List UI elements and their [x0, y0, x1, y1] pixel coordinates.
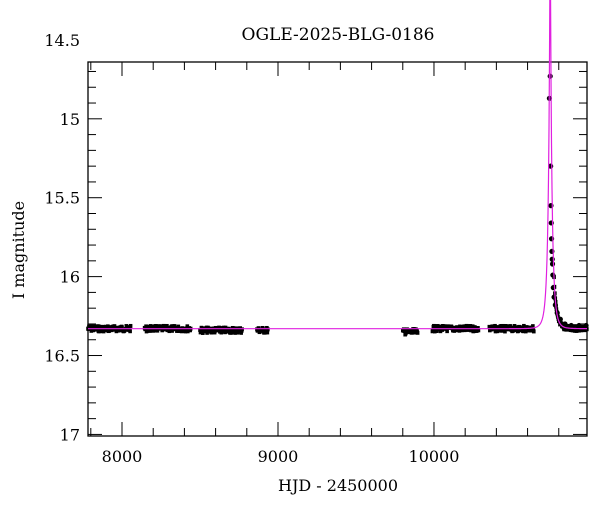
data-point	[476, 328, 481, 333]
x-axis-ticks: 8000 9000 10000	[90, 62, 560, 466]
data-point	[154, 324, 158, 329]
data-point	[445, 329, 449, 334]
data-point	[476, 326, 480, 331]
data-point	[185, 324, 190, 329]
event-data-point	[550, 272, 556, 278]
data-point	[101, 329, 106, 334]
data-point	[98, 329, 103, 334]
data-point	[532, 329, 536, 334]
data-point	[176, 324, 181, 329]
data-point	[205, 330, 209, 335]
data-point	[472, 329, 476, 334]
data-point	[527, 325, 532, 330]
y-tick-label: 15.5	[44, 189, 80, 208]
event-data-point	[583, 322, 589, 329]
data-point	[466, 324, 471, 329]
x-tick-label: 8000	[102, 447, 143, 466]
data-point	[144, 324, 148, 329]
event-data-point	[551, 294, 557, 300]
data-points	[86, 73, 589, 337]
data-point	[114, 329, 119, 334]
data-point	[499, 324, 503, 329]
plot-border	[87, 61, 588, 437]
plot-frame	[87, 61, 588, 437]
data-point	[470, 324, 475, 329]
data-point	[165, 323, 169, 328]
data-point	[468, 324, 473, 329]
y-tick-label: 15	[60, 110, 80, 129]
data-point	[266, 327, 270, 332]
x-tick-label: 9000	[258, 447, 299, 466]
data-point	[112, 324, 117, 329]
data-point	[104, 328, 109, 333]
data-point	[233, 330, 237, 335]
data-point	[518, 328, 523, 333]
event-data-point	[576, 322, 582, 329]
data-point	[521, 329, 526, 334]
y-tick-label: 16.5	[44, 347, 80, 366]
data-point	[116, 328, 121, 333]
data-point	[415, 330, 420, 335]
y-tick-label: 16	[60, 268, 80, 287]
data-point	[508, 324, 512, 329]
event-data-point	[547, 73, 553, 79]
model-curve	[88, 0, 587, 330]
event-data-point	[549, 261, 556, 267]
data-point	[240, 327, 244, 332]
data-point	[128, 329, 132, 334]
data-point	[457, 328, 462, 333]
chart-title: OGLE-2025-BLG-0186	[242, 25, 435, 45]
data-point	[120, 325, 124, 330]
data-point	[170, 328, 174, 333]
x-axis-label: HJD - 2450000	[278, 476, 398, 495]
model-line	[88, 0, 587, 330]
data-point	[531, 324, 535, 329]
y-axis-ticks: 14.5 15 15.5 16 16.5 17	[44, 31, 587, 444]
data-point	[503, 329, 507, 334]
data-point	[500, 327, 505, 332]
data-point	[229, 329, 234, 334]
event-data-point	[568, 322, 574, 329]
data-point	[160, 328, 164, 333]
data-point	[265, 330, 270, 335]
x-tick-label: 10000	[409, 447, 460, 466]
data-point	[512, 327, 516, 332]
y-tick-label: 17	[60, 425, 80, 444]
data-point	[175, 328, 179, 333]
data-point	[148, 328, 152, 333]
data-point	[149, 324, 154, 329]
data-point	[261, 327, 266, 332]
data-point	[497, 328, 502, 333]
y-tick-label: 14.5	[44, 31, 80, 50]
event-data-point	[562, 321, 568, 327]
data-point	[217, 325, 222, 330]
data-point	[432, 323, 436, 328]
data-point	[487, 324, 492, 329]
data-point	[219, 330, 224, 335]
data-point	[152, 328, 156, 333]
data-point	[440, 327, 445, 332]
data-point	[128, 323, 133, 328]
data-point	[523, 325, 527, 330]
y-axis-label: I magnitude	[9, 201, 28, 299]
data-point	[210, 330, 215, 335]
data-point	[510, 325, 515, 330]
